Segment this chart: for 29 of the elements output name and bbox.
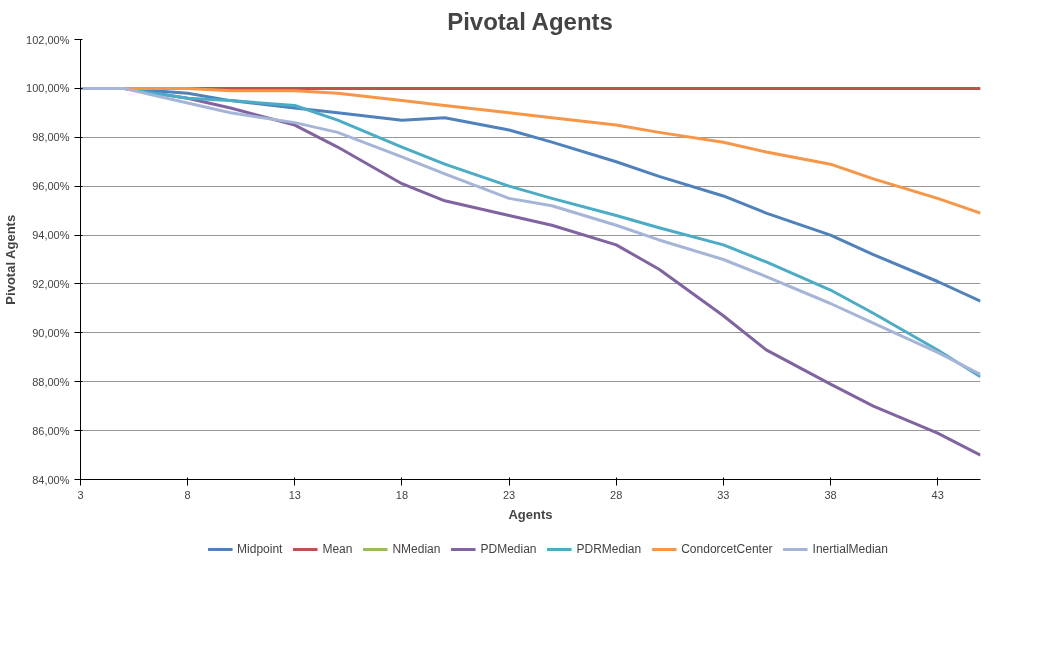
x-tick-label: 28 bbox=[610, 488, 623, 501]
x-tick-label: 18 bbox=[395, 488, 409, 501]
x-tick-label: 13 bbox=[288, 488, 301, 501]
y-tick-label: 92,00% bbox=[32, 277, 70, 290]
legend-label: CondorcetCenter bbox=[681, 542, 773, 556]
x-axis-title: Agents bbox=[508, 506, 553, 522]
chart-title: Pivotal Agents bbox=[447, 7, 613, 35]
x-tick-label: 23 bbox=[502, 488, 516, 501]
legend-label: InertialMedian bbox=[812, 542, 888, 556]
y-tick-label: 96,00% bbox=[32, 180, 70, 193]
y-tick-label: 90,00% bbox=[32, 326, 70, 339]
x-tick-label: 43 bbox=[931, 488, 944, 501]
y-tick-label: 94,00% bbox=[32, 229, 70, 242]
y-tick-label: 84,00% bbox=[32, 473, 70, 486]
y-tick-label: 100,00% bbox=[26, 82, 70, 95]
y-axis-title: Pivotal Agents bbox=[3, 214, 19, 305]
x-tick-label: 38 bbox=[824, 488, 837, 501]
legend-label: NMedian bbox=[392, 542, 441, 556]
legend-label: Midpoint bbox=[237, 542, 283, 556]
y-tick-label: 98,00% bbox=[32, 131, 70, 144]
x-tick-label: 33 bbox=[717, 488, 730, 501]
legend-label: PDMedian bbox=[480, 542, 537, 556]
x-tick-label: 3 bbox=[77, 488, 84, 501]
legend-label: PDRMedian bbox=[576, 542, 642, 556]
legend-label: Mean bbox=[322, 542, 353, 556]
x-tick-label: 8 bbox=[184, 488, 191, 501]
y-tick-label: 88,00% bbox=[32, 375, 70, 388]
y-tick-label: 102,00% bbox=[26, 33, 70, 46]
y-tick-label: 86,00% bbox=[32, 424, 70, 437]
